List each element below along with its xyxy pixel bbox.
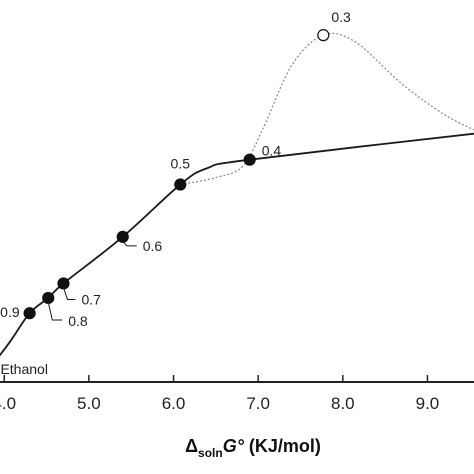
- series-line-solid: [0, 132, 474, 357]
- x-axis-title-subscript: soln: [198, 446, 223, 460]
- point-label-0.4: 0.4: [262, 143, 282, 159]
- x-tick-label-0: 4.0: [0, 394, 16, 413]
- x-tick-label-4: 8.0: [331, 394, 355, 413]
- x-axis-title: ΔsolnG° (KJ/mol): [185, 436, 321, 460]
- x-axis-title-units: (KJ/mol): [244, 436, 321, 456]
- point-label-0.3: 0.3: [331, 9, 351, 25]
- point-label-0.9: 0.9: [0, 304, 20, 320]
- x-axis-title-symbol: G°: [223, 436, 245, 456]
- data-point-0.5: [174, 178, 187, 191]
- annotation-ethanol: Ethanol: [0, 361, 47, 377]
- data-point-0.7: [57, 277, 70, 290]
- labels-layer: 0.9 0.8 0.7 0.6 0.5 0.4 0.3 Ethanol: [0, 9, 351, 377]
- lines-layer: [0, 32, 474, 357]
- point-label-0.7: 0.7: [81, 291, 101, 307]
- x-tick-label-5: 9.0: [416, 394, 440, 413]
- series-line-dotted: [180, 32, 474, 186]
- data-point-0.4: [243, 153, 256, 166]
- point-label-0.6: 0.6: [143, 238, 163, 254]
- x-tick-label-2: 6.0: [162, 394, 186, 413]
- data-point-0.8: [42, 291, 55, 305]
- point-label-0.5: 0.5: [171, 156, 191, 172]
- leader-line-0.6: [122, 240, 137, 247]
- leader-line-0.7: [63, 287, 76, 300]
- axes-layer: 4.0 5.0 6.0 7.0 8.0 9.0: [0, 375, 474, 413]
- data-point-0.9: [23, 307, 36, 320]
- leader-line-0.8: [47, 301, 63, 321]
- x-tick-label-1: 5.0: [77, 394, 101, 413]
- x-tick-label-3: 7.0: [246, 394, 270, 413]
- data-point-0.3: [317, 29, 330, 42]
- data-point-0.6: [116, 230, 129, 243]
- x-axis-title-prefix: Δ: [185, 436, 198, 456]
- markers-layer: [23, 29, 330, 320]
- point-label-0.8: 0.8: [68, 313, 88, 329]
